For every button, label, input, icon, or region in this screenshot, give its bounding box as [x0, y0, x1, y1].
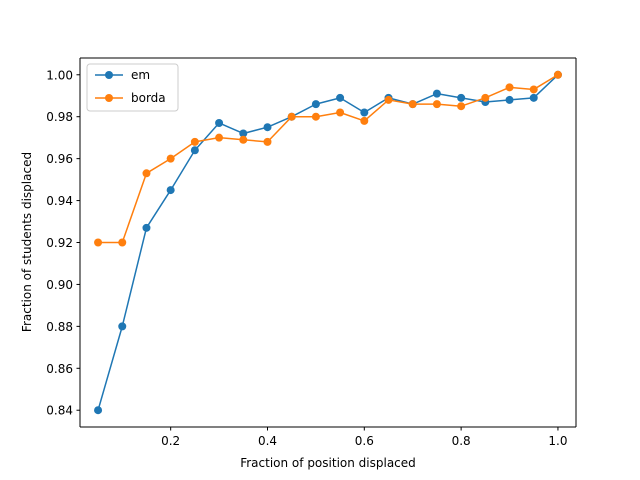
data-point-borda: [432, 100, 441, 109]
data-point-borda: [457, 102, 466, 111]
data-point-em: [263, 123, 272, 132]
y-axis-ticks: 0.84 0.86 0.88 0.90 0.92 0.94 0.96 0.98 1.00: [46, 68, 80, 418]
x-tick-label: 1.0: [548, 434, 567, 448]
y-tick-label: 0.88: [46, 320, 73, 334]
y-tick-label: 0.84: [46, 404, 73, 418]
series-line-em: [97, 74, 559, 411]
y-tick-label: 0.90: [46, 278, 73, 292]
data-point-em: [336, 93, 345, 102]
data-point-em: [457, 93, 466, 102]
data-point-borda: [529, 85, 538, 94]
series-layer: [94, 70, 562, 415]
x-tick-label: 0.6: [355, 434, 374, 448]
data-point-em: [142, 223, 151, 232]
data-point-em: [432, 89, 441, 98]
legend-label-em: em: [131, 68, 150, 82]
legend-marker-borda: [105, 94, 113, 102]
x-tick-label: 0.2: [161, 434, 180, 448]
y-tick-label: 1.00: [46, 68, 73, 82]
data-point-em: [166, 186, 175, 195]
data-point-borda: [505, 83, 514, 92]
series-line-borda: [98, 74, 559, 244]
data-point-borda: [263, 137, 272, 146]
plot-area: [80, 58, 576, 427]
data-point-em: [505, 95, 514, 104]
y-axis-label: Fraction of students displaced: [20, 152, 34, 332]
data-point-em: [311, 100, 320, 109]
data-point-borda: [190, 137, 199, 146]
x-tick-label: 0.8: [452, 434, 471, 448]
data-point-borda: [118, 238, 127, 247]
data-point-em: [118, 322, 127, 331]
legend-label-borda: borda: [131, 91, 166, 105]
data-point-borda: [94, 238, 103, 247]
x-tick-label: 0.4: [258, 434, 277, 448]
data-point-em: [190, 146, 199, 155]
data-point-em: [239, 129, 248, 138]
data-point-borda: [142, 169, 151, 178]
y-tick-label: 0.86: [46, 362, 73, 376]
data-point-em: [94, 406, 103, 415]
x-axis-ticks: 0.2 0.4 0.6 0.8 1.0: [161, 427, 567, 448]
x-axis-label: Fraction of position displaced: [240, 456, 416, 470]
data-point-borda: [166, 154, 175, 163]
data-point-em: [529, 93, 538, 102]
series-borda: [94, 70, 562, 247]
data-point-em: [215, 118, 224, 127]
legend-marker-em: [105, 71, 113, 79]
data-point-borda: [481, 93, 490, 102]
data-point-borda: [384, 95, 393, 104]
data-point-borda: [553, 70, 562, 79]
data-point-borda: [336, 108, 345, 117]
series-em: [94, 70, 562, 415]
data-point-borda: [360, 116, 369, 125]
data-point-borda: [311, 112, 320, 121]
data-point-borda: [239, 135, 248, 144]
legend: em borda: [86, 63, 179, 112]
data-point-borda: [215, 133, 224, 142]
y-tick-label: 0.94: [46, 194, 73, 208]
y-tick-label: 0.96: [46, 152, 73, 166]
y-tick-label: 0.98: [46, 110, 73, 124]
y-tick-label: 0.92: [46, 236, 73, 250]
data-point-em: [360, 108, 369, 117]
data-point-borda: [408, 100, 417, 109]
data-point-borda: [287, 112, 296, 121]
